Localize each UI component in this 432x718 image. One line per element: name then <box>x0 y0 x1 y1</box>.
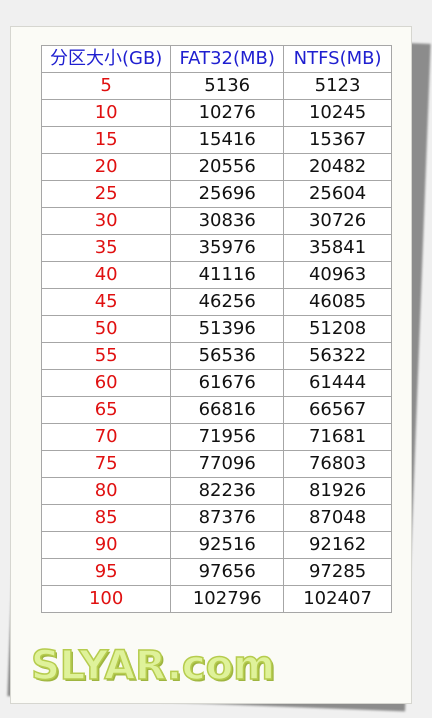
table-row: 25 25696 25604 <box>40 180 392 208</box>
cell-partition-size: 35 <box>40 234 172 262</box>
table-row: 95 97656 97285 <box>40 558 392 586</box>
table-row: 70 71956 71681 <box>40 423 392 451</box>
cell-ntfs: 92162 <box>283 531 392 559</box>
table-row: 80 82236 81926 <box>40 477 392 505</box>
watermark-logo: SLYAR.com <box>30 642 275 690</box>
table-row: 45 46256 46085 <box>40 288 392 316</box>
table-row: 90 92516 92162 <box>40 531 392 559</box>
table-row: 15 15416 15367 <box>40 126 392 154</box>
cell-partition-size: 95 <box>40 558 172 586</box>
cell-ntfs: 76803 <box>283 450 392 478</box>
cell-fat32: 97656 <box>170 558 285 586</box>
cell-ntfs: 15367 <box>283 126 392 154</box>
table-row: 30 30836 30726 <box>40 207 392 235</box>
cell-fat32: 15416 <box>170 126 285 154</box>
cell-fat32: 82236 <box>170 477 285 505</box>
table-row: 75 77096 76803 <box>40 450 392 478</box>
cell-partition-size: 40 <box>40 261 172 289</box>
cell-fat32: 35976 <box>170 234 285 262</box>
table-row: 65 66816 66567 <box>40 396 392 424</box>
cell-fat32: 46256 <box>170 288 285 316</box>
cell-partition-size: 60 <box>40 369 172 397</box>
cell-fat32: 77096 <box>170 450 285 478</box>
cell-ntfs: 10245 <box>283 99 392 127</box>
table-head: 分区大小(GB) FAT32(MB) NTFS(MB) <box>40 45 392 73</box>
cell-partition-size: 20 <box>40 153 172 181</box>
cell-partition-size: 75 <box>40 450 172 478</box>
cell-partition-size: 45 <box>40 288 172 316</box>
cell-fat32: 102796 <box>170 585 285 613</box>
cell-ntfs: 97285 <box>283 558 392 586</box>
table-row: 100 102796 102407 <box>40 585 392 613</box>
paper-sheet: 分区大小(GB) FAT32(MB) NTFS(MB) 5 5136 5123 10 1… <box>10 26 412 704</box>
cell-ntfs: 30726 <box>283 207 392 235</box>
cell-partition-size: 85 <box>40 504 172 532</box>
cell-partition-size: 25 <box>40 180 172 208</box>
cell-ntfs: 20482 <box>283 153 392 181</box>
cell-fat32: 20556 <box>170 153 285 181</box>
cell-partition-size: 70 <box>40 423 172 451</box>
table-row: 40 41116 40963 <box>40 261 392 289</box>
cell-partition-size: 50 <box>40 315 172 343</box>
table-body: 5 5136 5123 10 10276 10245 15 15416 15367 20 20556… <box>40 72 392 613</box>
table-row: 5 5136 5123 <box>40 72 392 100</box>
cell-ntfs: 40963 <box>283 261 392 289</box>
cell-fat32: 10276 <box>170 99 285 127</box>
table-row: 35 35976 35841 <box>40 234 392 262</box>
cell-ntfs: 66567 <box>283 396 392 424</box>
cell-ntfs: 81926 <box>283 477 392 505</box>
cell-partition-size: 80 <box>40 477 172 505</box>
cell-ntfs: 35841 <box>283 234 392 262</box>
cell-partition-size: 15 <box>40 126 172 154</box>
cell-fat32: 61676 <box>170 369 285 397</box>
header-fat32: FAT32(MB) <box>170 45 285 73</box>
header-ntfs: NTFS(MB) <box>283 45 392 73</box>
cell-partition-size: 5 <box>40 72 172 100</box>
cell-fat32: 87376 <box>170 504 285 532</box>
cell-partition-size: 90 <box>40 531 172 559</box>
cell-partition-size: 100 <box>40 585 172 613</box>
cell-fat32: 30836 <box>170 207 285 235</box>
cell-fat32: 41116 <box>170 261 285 289</box>
cell-fat32: 5136 <box>170 72 285 100</box>
cell-ntfs: 51208 <box>283 315 392 343</box>
cell-ntfs: 87048 <box>283 504 392 532</box>
cell-ntfs: 56322 <box>283 342 392 370</box>
cell-ntfs: 71681 <box>283 423 392 451</box>
header-row: 分区大小(GB) FAT32(MB) NTFS(MB) <box>40 45 392 73</box>
partition-size-table: 分区大小(GB) FAT32(MB) NTFS(MB) 5 5136 5123 10 1… <box>40 45 392 613</box>
cell-ntfs: 46085 <box>283 288 392 316</box>
cell-fat32: 66816 <box>170 396 285 424</box>
cell-partition-size: 65 <box>40 396 172 424</box>
cell-ntfs: 61444 <box>283 369 392 397</box>
cell-fat32: 25696 <box>170 180 285 208</box>
cell-ntfs: 25604 <box>283 180 392 208</box>
cell-ntfs: 102407 <box>283 585 392 613</box>
table-row: 10 10276 10245 <box>40 99 392 127</box>
table-row: 55 56536 56322 <box>40 342 392 370</box>
cell-fat32: 92516 <box>170 531 285 559</box>
table-row: 50 51396 51208 <box>40 315 392 343</box>
cell-ntfs: 5123 <box>283 72 392 100</box>
cell-fat32: 71956 <box>170 423 285 451</box>
table-row: 85 87376 87048 <box>40 504 392 532</box>
cell-partition-size: 10 <box>40 99 172 127</box>
cell-fat32: 51396 <box>170 315 285 343</box>
table-row: 60 61676 61444 <box>40 369 392 397</box>
cell-partition-size: 55 <box>40 342 172 370</box>
header-partition-size: 分区大小(GB) <box>40 45 172 73</box>
cell-fat32: 56536 <box>170 342 285 370</box>
cell-partition-size: 30 <box>40 207 172 235</box>
table-row: 20 20556 20482 <box>40 153 392 181</box>
